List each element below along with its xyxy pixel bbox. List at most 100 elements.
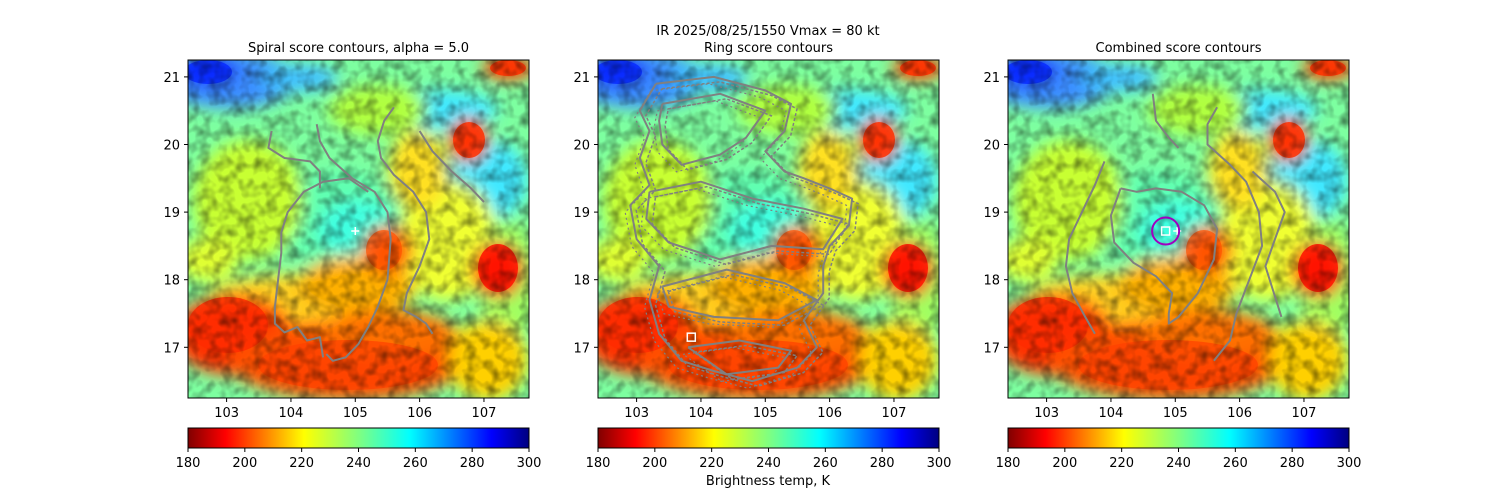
y-tick-label: 17	[573, 341, 590, 356]
x-tick-label: 104	[689, 406, 714, 421]
x-tick-label: 103	[624, 406, 649, 421]
colorbar-tick-label: 280	[1280, 456, 1305, 471]
x-tick-label: 105	[1163, 406, 1188, 421]
contour-line-inner	[682, 346, 788, 382]
x-tick-label: 107	[882, 406, 907, 421]
y-tick-label: 19	[983, 206, 1000, 221]
colorbar-tick-label: 300	[1337, 456, 1362, 471]
colorbar: 180 200 220 240 260 280 300	[996, 427, 1362, 471]
contour-line-3	[273, 180, 325, 358]
colorbar-tick-label: 300	[927, 456, 952, 471]
colorbar-tick-label: 180	[586, 456, 611, 471]
colorbar-tick-label: 220	[1109, 456, 1134, 471]
contour-line-5	[376, 106, 434, 335]
colorbar-gradient	[187, 427, 530, 449]
axes-frame	[597, 59, 940, 399]
contour-line-5	[1251, 170, 1286, 318]
contour-line-1	[629, 75, 854, 383]
x-tick-label: 104	[279, 406, 304, 421]
x-tick-label: 107	[1292, 406, 1317, 421]
brightness-temp-image	[978, 52, 1358, 400]
colorbar-gradient	[597, 427, 940, 449]
y-tick-label: 20	[573, 139, 590, 154]
contour-group	[624, 75, 859, 389]
x-tick-label: 106	[407, 406, 432, 421]
contour-line-inner	[693, 344, 799, 381]
colorbar-tick-label: 260	[1223, 456, 1248, 471]
colorbar-tick-label: 240	[1166, 456, 1191, 471]
colorbar-gradient	[1007, 427, 1350, 449]
contour-line-2	[658, 92, 767, 166]
y-tick-label: 21	[983, 71, 1000, 86]
panel-title: Ring score contours	[704, 41, 833, 56]
colorbar-tick-label: 200	[232, 456, 257, 471]
x-tick-label: 103	[214, 406, 239, 421]
contour-line-1	[1064, 161, 1106, 335]
panel-1: Spiral score contours, alpha = 5.0 103 104…	[158, 41, 542, 471]
y-tick-label: 18	[983, 274, 1000, 289]
y-tick-label: 21	[163, 71, 180, 86]
brightness-temp-image	[158, 52, 538, 400]
x-tick-label: 107	[472, 406, 497, 421]
contour-line-inner	[667, 273, 825, 327]
contour-line-inner	[664, 98, 773, 171]
colorbar-tick-label: 260	[403, 456, 428, 471]
center-cross-marker	[351, 227, 360, 236]
x-tick-label: 106	[817, 406, 842, 421]
panel-3: Combined score contours 103 104 105 106 107 17…	[978, 41, 1362, 471]
y-tick-label: 19	[573, 206, 590, 221]
panel-2: Ring score contours 103 104 105 106 107 17 18 19…	[568, 41, 952, 471]
center-circle-marker	[1151, 216, 1181, 246]
colorbar-tick-label: 180	[996, 456, 1021, 471]
colorbar-tick-label: 260	[813, 456, 838, 471]
contour-line-2	[315, 124, 392, 362]
contour-line-inner	[635, 81, 859, 387]
contour-line-4	[1206, 106, 1264, 362]
x-tick-label: 105	[343, 406, 368, 421]
axes-frame	[187, 59, 530, 399]
contour-line-6	[418, 130, 485, 203]
x-tick-label: 106	[1227, 406, 1252, 421]
colorbar-tick-label: 220	[289, 456, 314, 471]
brightness-temp-image	[568, 52, 948, 400]
contour-line-3	[1151, 93, 1180, 149]
x-tick-label: 104	[1099, 406, 1124, 421]
colorbar-tick-label: 240	[346, 456, 371, 471]
y-tick-label: 20	[163, 139, 180, 154]
y-tick-label: 21	[573, 71, 590, 86]
contour-group	[1064, 93, 1286, 362]
colorbar-tick-label: 240	[756, 456, 781, 471]
contour-line-inner	[624, 83, 848, 389]
center-square-marker	[1160, 226, 1171, 236]
y-tick-label: 18	[573, 274, 590, 289]
colorbar-tick-label: 200	[642, 456, 667, 471]
colorbar-tick-label: 280	[460, 456, 485, 471]
colorbar-tick-label: 280	[870, 456, 895, 471]
colorbar-tick-label: 200	[1052, 456, 1077, 471]
y-tick-label: 17	[983, 341, 1000, 356]
x-tick-label: 103	[1034, 406, 1059, 421]
axes-frame	[1007, 59, 1350, 399]
contour-line-4	[661, 268, 818, 322]
colorbar-label: Brightness temp, K	[706, 474, 831, 489]
colorbar: 180 200 220 240 260 280 300	[176, 427, 542, 471]
colorbar: 180 200 220 240 260 280 300	[586, 427, 952, 471]
y-tick-label: 19	[163, 206, 180, 221]
panel-title: Combined score contours	[1096, 41, 1262, 56]
y-tick-label: 17	[163, 341, 180, 356]
contour-line-inner	[656, 275, 814, 328]
y-tick-label: 20	[983, 139, 1000, 154]
suptitle: IR 2025/08/25/1550 Vmax = 80 kt	[656, 24, 879, 39]
contour-line-2	[1109, 187, 1219, 325]
contour-line-4	[322, 177, 369, 193]
x-tick-label: 105	[753, 406, 778, 421]
y-tick-label: 18	[163, 274, 180, 289]
panel-title: Spiral score contours, alpha = 5.0	[248, 41, 469, 56]
center-square-marker	[686, 332, 697, 342]
colorbar-tick-label: 180	[176, 456, 201, 471]
contour-line-inner	[653, 100, 762, 173]
colorbar-tick-label: 220	[699, 456, 724, 471]
colorbar-tick-label: 300	[517, 456, 542, 471]
contour-line-1	[267, 130, 321, 189]
